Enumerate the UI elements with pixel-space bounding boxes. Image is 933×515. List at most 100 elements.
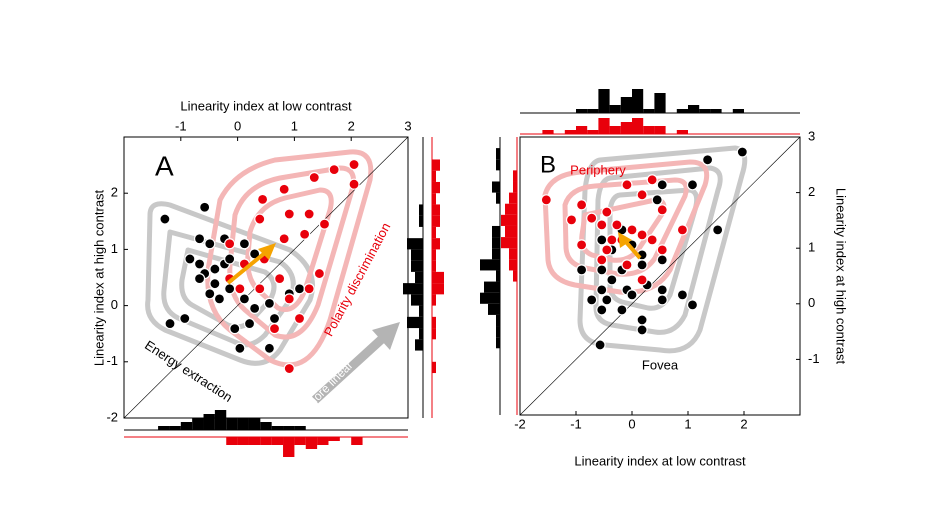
point [209, 278, 221, 290]
point [164, 317, 176, 330]
histogram-bar [699, 109, 711, 113]
histogram-bar [283, 426, 295, 430]
point [676, 224, 689, 236]
x-tick-label: 2 [348, 118, 355, 133]
point [656, 244, 668, 256]
point [586, 294, 598, 306]
histogram-bar [505, 203, 517, 215]
histogram-bar [403, 283, 423, 295]
histogram-bar [432, 328, 436, 340]
histogram-bar [158, 426, 170, 430]
point [268, 323, 281, 335]
point [283, 208, 295, 220]
histogram-bar [564, 130, 576, 134]
histogram-bar [643, 126, 655, 134]
point [249, 302, 261, 315]
histogram-bar [513, 181, 517, 193]
point [303, 283, 315, 295]
histogram-bar [587, 130, 599, 134]
panel-letter: B [540, 151, 556, 178]
histogram-bar [496, 159, 500, 171]
point [586, 212, 598, 224]
point [209, 263, 221, 275]
point [318, 218, 331, 230]
histogram-bar [632, 118, 644, 134]
histogram-bar [480, 292, 500, 304]
point [701, 154, 714, 166]
histogram-bar [513, 270, 517, 282]
histogram-bar [432, 316, 436, 329]
point [601, 294, 613, 306]
point [199, 201, 211, 213]
y-tick-label: -2 [106, 409, 118, 424]
point [646, 174, 658, 186]
point [601, 206, 613, 218]
plot-frame [123, 136, 409, 419]
point [606, 234, 618, 246]
point [656, 254, 668, 266]
point [651, 194, 663, 206]
point [278, 183, 290, 195]
x-tick-label: 2 [740, 416, 747, 431]
point [686, 299, 699, 311]
point [596, 304, 608, 316]
histogram-bar [598, 118, 610, 134]
histogram-bar [620, 122, 632, 134]
point [606, 274, 618, 286]
y-tick-label: 2 [111, 185, 118, 200]
point [736, 146, 748, 158]
point [243, 317, 256, 330]
histogram-bar [351, 437, 363, 445]
point [626, 289, 638, 301]
point [224, 253, 236, 265]
point [656, 204, 668, 216]
point [636, 189, 648, 201]
histogram-bar [419, 215, 423, 227]
y-tick-label: 3 [808, 128, 815, 143]
point [676, 289, 689, 301]
x-tick-label: 3 [404, 118, 411, 133]
panel-letter: A [155, 150, 174, 181]
point [256, 193, 269, 205]
point [293, 283, 306, 295]
histogram-bar [496, 270, 500, 282]
histogram-bar [480, 259, 500, 271]
point [656, 294, 668, 306]
y-tick-label: -1 [106, 353, 118, 368]
point [636, 259, 648, 271]
histogram-bar [432, 170, 436, 182]
histogram-bar [492, 248, 500, 260]
point [293, 312, 306, 325]
histogram-bar [271, 437, 284, 445]
histogram-bar [248, 437, 261, 445]
y-tick-label: 1 [808, 240, 815, 255]
histogram-bar [505, 225, 517, 238]
point [299, 228, 311, 240]
histogram-bar [328, 437, 340, 441]
histogram-bar [609, 105, 621, 113]
point [224, 283, 236, 295]
x-axis-label: Linearity index at low contrast [180, 98, 352, 113]
point [184, 253, 196, 265]
y-tick-label: 2 [808, 184, 815, 199]
point [224, 238, 236, 250]
point [328, 163, 340, 176]
annotation: Periphery [570, 162, 626, 177]
point [193, 233, 206, 245]
point [621, 259, 633, 271]
histogram-bar [432, 249, 436, 261]
histogram-bar [432, 204, 440, 216]
histogram-bar [415, 339, 423, 351]
point [636, 314, 648, 326]
point [308, 171, 320, 184]
point [268, 312, 281, 325]
point [575, 199, 588, 211]
x-tick-label: 0 [628, 416, 635, 431]
histogram-bar [643, 109, 655, 113]
point [616, 304, 628, 316]
histogram-bar [676, 130, 688, 134]
point [263, 297, 276, 309]
histogram-bar [214, 410, 227, 430]
histogram-bar [432, 271, 444, 284]
